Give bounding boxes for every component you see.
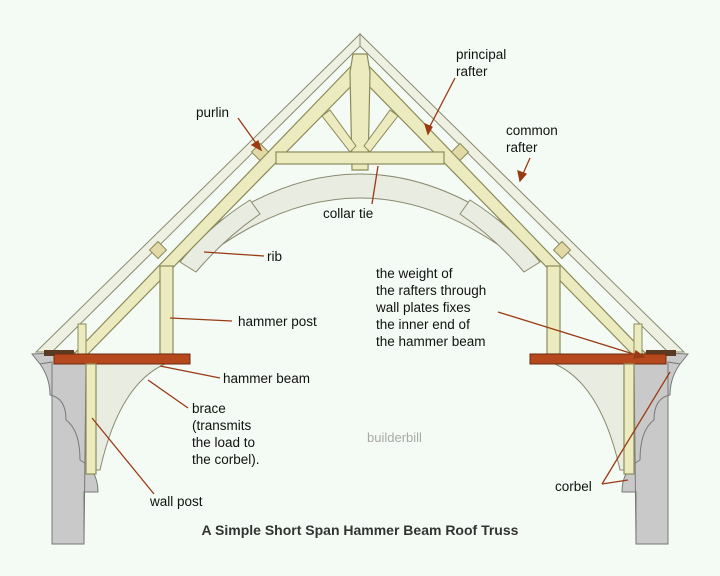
ashlar-post-right [633, 323, 643, 355]
label-wall-post: wall post [150, 494, 203, 509]
leader-lines [91, 77, 671, 495]
hammer-post-right [546, 265, 561, 355]
wall-plate-left [44, 350, 74, 356]
leader-rib [203, 251, 265, 257]
diagram-caption: A Simple Short Span Hammer Beam Roof Tru… [201, 522, 519, 538]
leader-brace [147, 379, 189, 409]
leader-hammer-beam [159, 365, 221, 379]
king-post [349, 53, 371, 171]
brace-right [549, 361, 625, 471]
strut-right [363, 109, 399, 153]
label-rib: rib [267, 249, 283, 264]
purlin-left-lower [148, 240, 168, 260]
leader-weight-note [497, 311, 641, 357]
leader-purlin [237, 117, 259, 147]
watermark: builderbill [367, 430, 422, 445]
collar-tie-member [275, 151, 445, 165]
arrowhead-weight-note [633, 349, 646, 359]
label-hammer-beam: hammer beam [223, 371, 311, 386]
purlin-right-upper [450, 142, 470, 162]
label-weight-note: the weight of the rafters through wall p… [376, 266, 487, 349]
hammer-post-left [159, 265, 174, 355]
hammer-beam-right [529, 353, 667, 365]
leader-hammer-post [169, 317, 233, 322]
brace-left [95, 361, 171, 471]
arrowhead-common-rafter [517, 169, 528, 183]
wall-post-right [623, 363, 635, 475]
arrowhead-principal-rafter [423, 122, 433, 136]
leader-principal-rafter [427, 77, 456, 131]
hammer-beam-left [53, 353, 191, 365]
arrowhead-purlin [250, 139, 263, 152]
leader-corbel-1 [601, 371, 671, 485]
label-principal-rafter: principal rafter [456, 47, 507, 79]
wall-post-left [85, 363, 97, 475]
leader-wall-post [91, 417, 155, 495]
ashlar-post-left [77, 323, 87, 355]
purlin-right-lower [552, 240, 572, 260]
label-collar-tie: collar tie [323, 206, 374, 221]
leader-collar-tie [371, 165, 379, 205]
strut-left [321, 109, 357, 153]
label-common-rafter: common rafter [506, 123, 558, 155]
wall-plate-right [646, 350, 676, 356]
leader-corbel-2 [601, 479, 629, 485]
label-brace: brace (transmits the load to the corbel)… [192, 401, 260, 467]
label-corbel: corbel [555, 479, 592, 494]
label-hammer-post: hammer post [238, 314, 317, 329]
label-purlin: purlin [196, 105, 230, 120]
